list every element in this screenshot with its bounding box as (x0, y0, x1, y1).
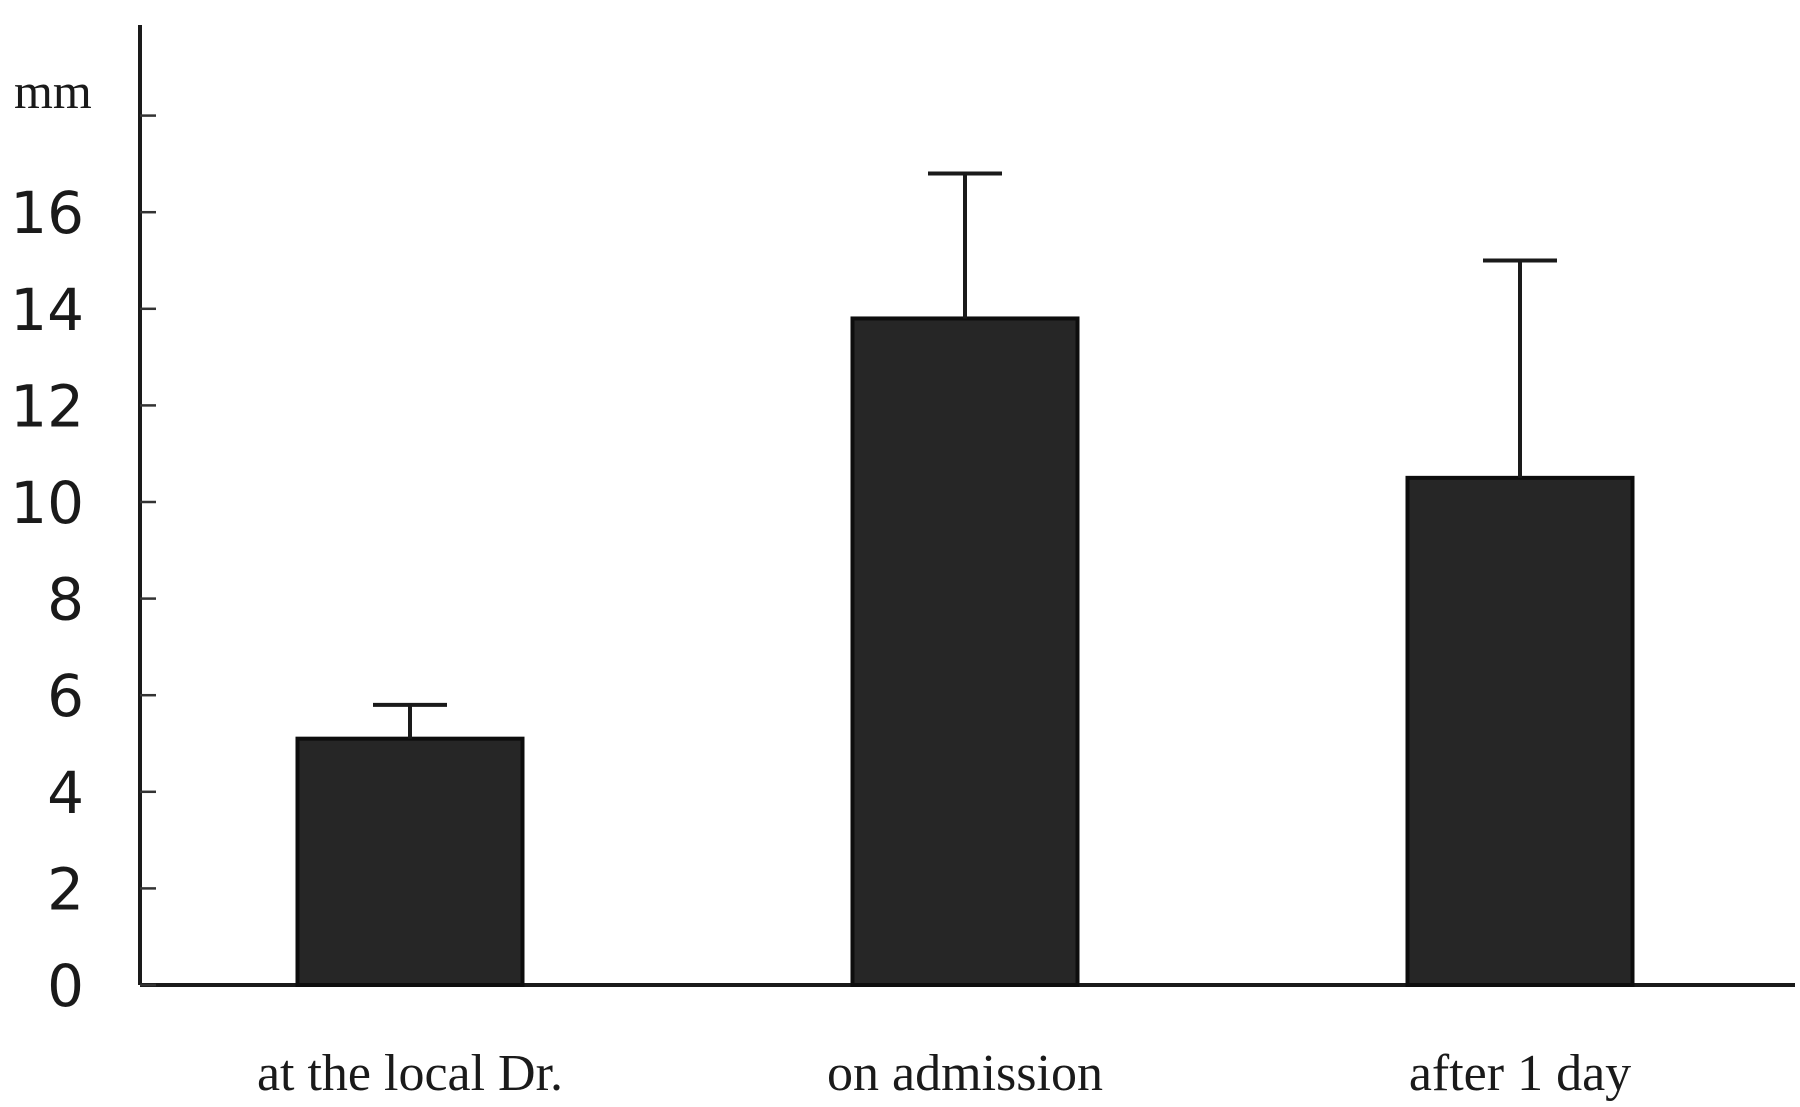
y-axis-unit-label: mm (14, 63, 92, 119)
x-category-label: at the local Dr. (257, 1045, 563, 1102)
y-tick-label: 14 (10, 276, 84, 344)
y-tick-label: 8 (47, 566, 84, 634)
y-tick-label: 10 (10, 469, 84, 537)
labels: mm 0 2 4 6 8 10 12 14 16 at the local Dr. on admiss… (10, 63, 1631, 1102)
x-category-label: on admission (827, 1045, 1103, 1102)
bars (295, 171, 1635, 987)
y-tick-label: 6 (47, 662, 84, 730)
y-tick-label: 4 (47, 759, 84, 827)
y-tick-label: 2 (47, 855, 84, 923)
y-tick-label: 16 (10, 179, 84, 247)
y-tick-label: 12 (10, 372, 84, 440)
bar (850, 316, 1080, 987)
bar (1405, 475, 1635, 987)
y-tick-label: 0 (47, 952, 84, 1020)
bar (295, 736, 525, 987)
x-category-label: after 1 day (1409, 1045, 1631, 1102)
